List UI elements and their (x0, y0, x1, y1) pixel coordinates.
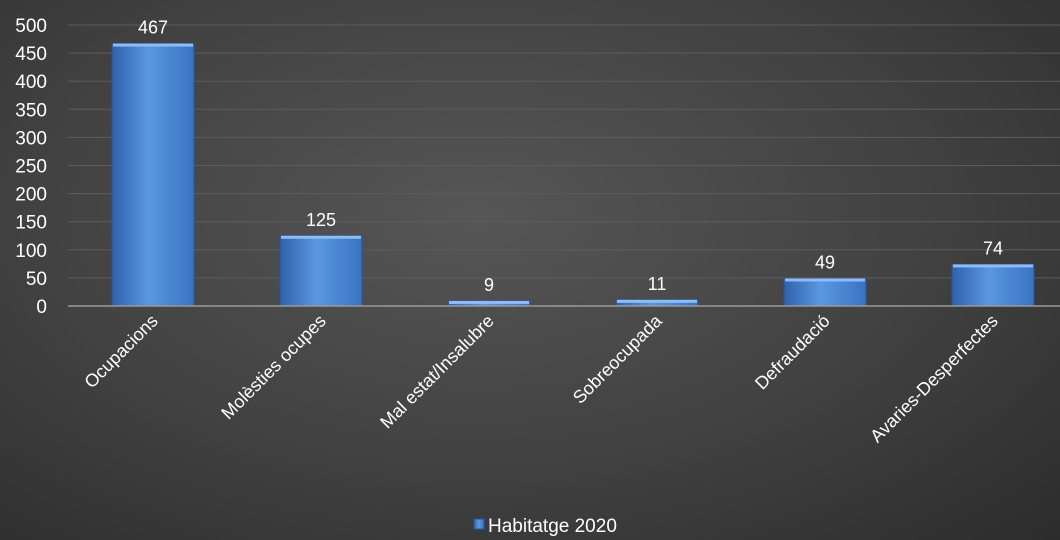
category-label: Ocupacions (80, 311, 161, 392)
category-labels: Ocupacions Molèsties ocupes Mal estat/Insa… (80, 310, 1001, 446)
data-label: 74 (983, 238, 1003, 258)
bar-highlight (953, 264, 1033, 268)
data-label: 125 (306, 210, 336, 230)
legend-swatch (473, 518, 485, 530)
bar-highlight (785, 278, 865, 282)
y-tick-label: 0 (36, 297, 47, 318)
bar-highlight (617, 299, 697, 303)
y-axis-tick-labels: 0 50 100 150 200 250 300 350 400 450 500 (15, 16, 47, 318)
y-tick-label: 450 (15, 44, 47, 65)
data-labels: 467 125 9 11 49 74 (138, 18, 1003, 295)
y-tick-label: 100 (15, 241, 47, 262)
y-tick-label: 300 (15, 128, 47, 149)
y-tick-label: 350 (15, 100, 47, 121)
y-tick-label: 400 (15, 72, 47, 93)
category-label: Defraudació (751, 311, 834, 394)
bar-highlight (281, 235, 361, 239)
y-tick-label: 250 (15, 157, 47, 178)
y-tick-label: 50 (26, 269, 47, 290)
bar (783, 277, 867, 307)
bars (111, 43, 1035, 307)
legend-label: Habitatge 2020 (488, 516, 617, 537)
data-label: 467 (138, 18, 168, 38)
y-tick-label: 500 (15, 16, 47, 37)
bar-highlight (449, 300, 529, 304)
data-label: 49 (815, 252, 835, 272)
category-label: Sobreocupada (569, 310, 667, 408)
legend: Habitatge 2020 (473, 516, 617, 537)
data-label: 9 (484, 275, 494, 295)
category-label: Avaries-Desperfectes (866, 311, 1002, 447)
bar (951, 263, 1035, 307)
data-label: 11 (648, 274, 667, 294)
category-label: Molèsties ocupes (217, 311, 329, 423)
bar (279, 235, 363, 307)
y-tick-label: 150 (15, 213, 47, 234)
category-label: Mal estat/Insalubre (376, 311, 498, 433)
gridlines (68, 24, 1060, 279)
bar (111, 43, 195, 307)
y-tick-label: 200 (15, 185, 47, 206)
bar-highlight (113, 43, 193, 47)
